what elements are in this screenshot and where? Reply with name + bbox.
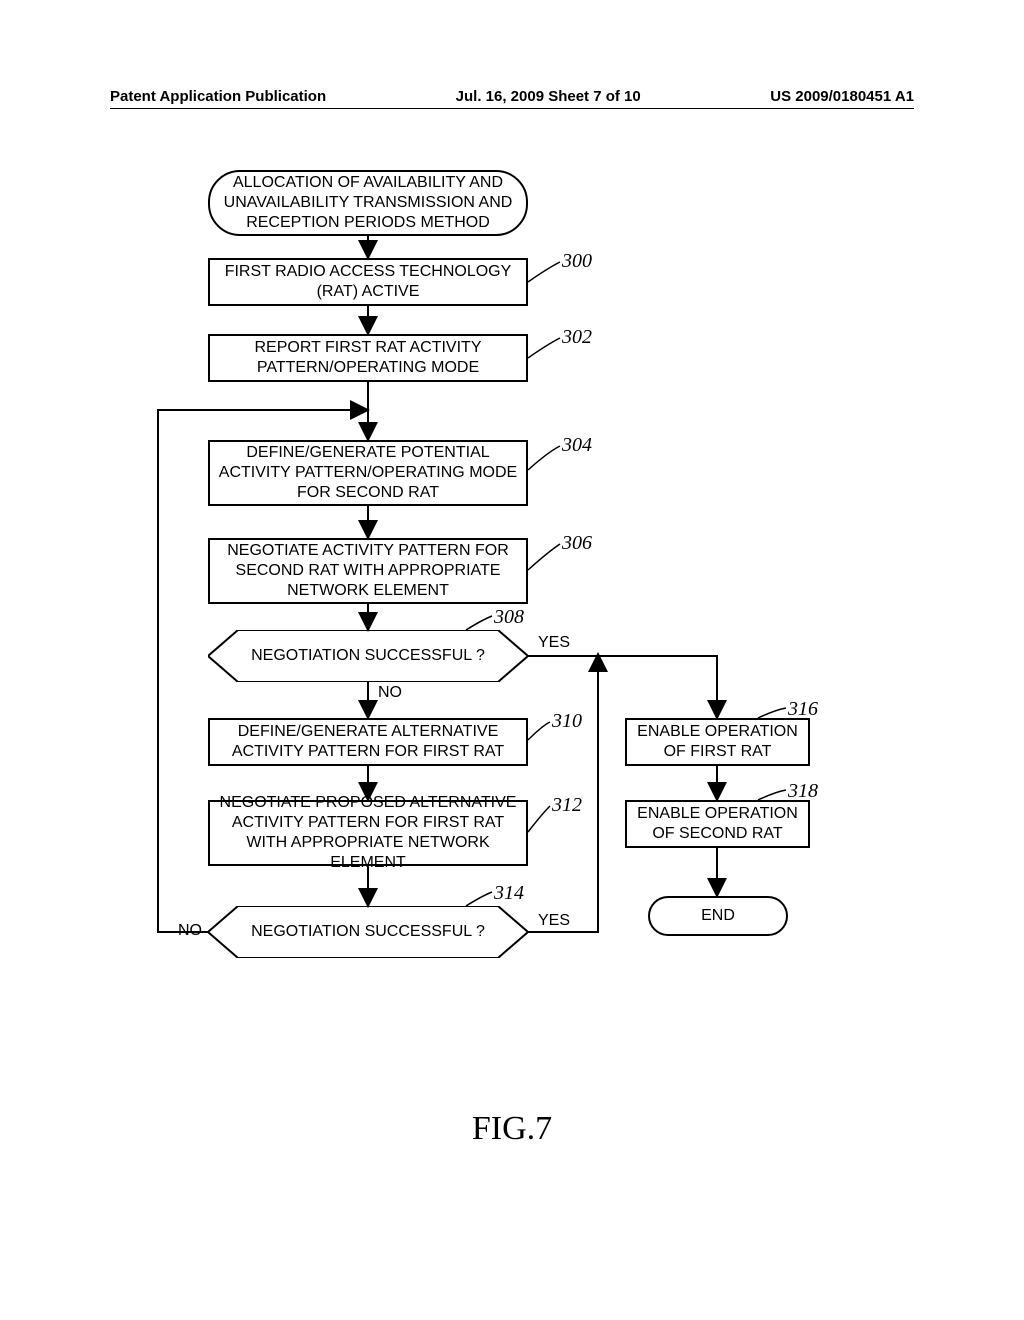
process-316: ENABLE OPERATION OF FIRST RAT	[625, 718, 810, 766]
start-terminator: ALLOCATION OF AVAILABILITY AND UNAVAILAB…	[208, 170, 528, 236]
no-308: NO	[378, 684, 402, 702]
process-302: REPORT FIRST RAT ACTIVITY PATTERN/OPERAT…	[208, 334, 528, 382]
header-left: Patent Application Publication	[110, 88, 326, 105]
process-300-text: FIRST RADIO ACCESS TECHNOLOGY (RAT) ACTI…	[216, 262, 520, 302]
header-right: US 2009/0180451 A1	[770, 88, 914, 105]
process-306-text: NEGOTIATE ACTIVITY PATTERN FOR SECOND RA…	[216, 541, 520, 601]
process-312-text: NEGOTIATE PROPOSED ALTERNATIVE ACTIVITY …	[216, 793, 520, 873]
process-318-text: ENABLE OPERATION OF SECOND RAT	[633, 804, 802, 844]
ref-302: 302	[562, 326, 592, 349]
end-terminator: END	[648, 896, 788, 936]
header-rule	[110, 108, 914, 109]
ref-300: 300	[562, 250, 592, 273]
ref-314: 314	[494, 882, 524, 905]
decision-308-text: NEGOTIATION SUCCESSFUL ?	[208, 647, 528, 665]
process-302-text: REPORT FIRST RAT ACTIVITY PATTERN/OPERAT…	[216, 338, 520, 378]
ref-316: 316	[788, 698, 818, 721]
process-316-text: ENABLE OPERATION OF FIRST RAT	[633, 722, 802, 762]
process-306: NEGOTIATE ACTIVITY PATTERN FOR SECOND RA…	[208, 538, 528, 604]
process-310-text: DEFINE/GENERATE ALTERNATIVE ACTIVITY PAT…	[216, 722, 520, 762]
process-300: FIRST RADIO ACCESS TECHNOLOGY (RAT) ACTI…	[208, 258, 528, 306]
process-310: DEFINE/GENERATE ALTERNATIVE ACTIVITY PAT…	[208, 718, 528, 766]
process-304-text: DEFINE/GENERATE POTENTIAL ACTIVITY PATTE…	[216, 443, 520, 503]
header-center: Jul. 16, 2009 Sheet 7 of 10	[456, 88, 641, 105]
process-318: ENABLE OPERATION OF SECOND RAT	[625, 800, 810, 848]
ref-318: 318	[788, 780, 818, 803]
flowchart: ALLOCATION OF AVAILABILITY AND UNAVAILAB…	[0, 150, 1024, 1150]
no-314: NO	[178, 922, 202, 940]
ref-306: 306	[562, 532, 592, 555]
yes-314: YES	[538, 912, 570, 930]
ref-312: 312	[552, 794, 582, 817]
start-text: ALLOCATION OF AVAILABILITY AND UNAVAILAB…	[216, 173, 520, 233]
figure-caption: FIG.7	[0, 1110, 1024, 1148]
process-312: NEGOTIATE PROPOSED ALTERNATIVE ACTIVITY …	[208, 800, 528, 866]
decision-314-text: NEGOTIATION SUCCESSFUL ?	[208, 923, 528, 941]
ref-304: 304	[562, 434, 592, 457]
end-text: END	[701, 906, 735, 926]
decision-308: NEGOTIATION SUCCESSFUL ?	[208, 630, 528, 682]
ref-310: 310	[552, 710, 582, 733]
yes-308: YES	[538, 634, 570, 652]
process-304: DEFINE/GENERATE POTENTIAL ACTIVITY PATTE…	[208, 440, 528, 506]
page-header: Patent Application Publication Jul. 16, …	[0, 88, 1024, 105]
decision-314: NEGOTIATION SUCCESSFUL ?	[208, 906, 528, 958]
ref-308: 308	[494, 606, 524, 629]
